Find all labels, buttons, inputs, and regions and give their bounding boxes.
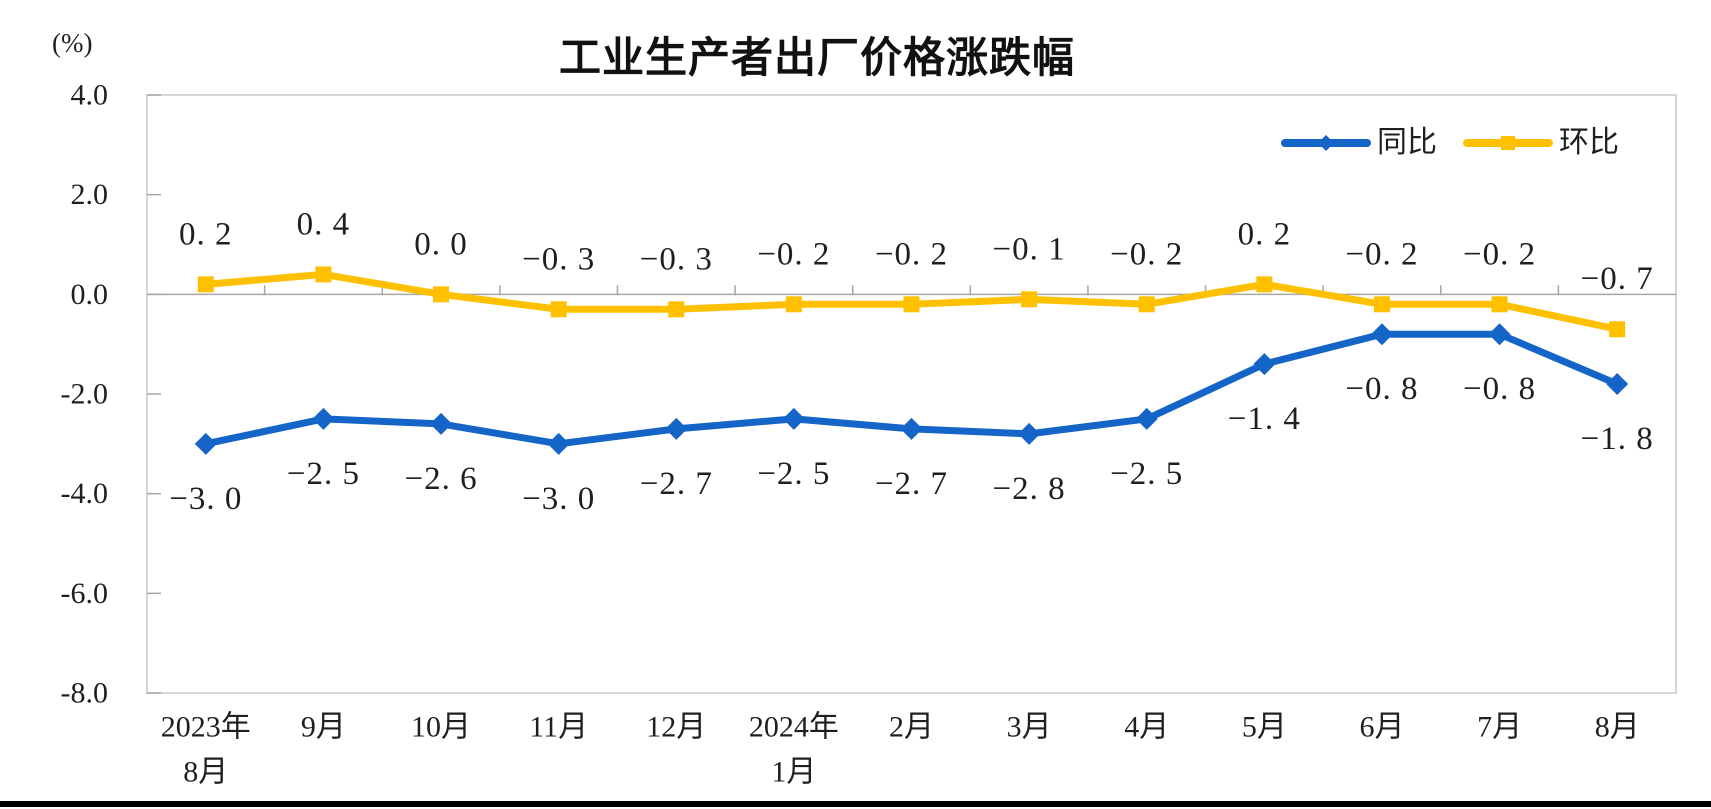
data-marker-1	[1373, 296, 1390, 313]
bottom-border-bar	[0, 801, 1711, 807]
data-label: −0. 2	[875, 236, 948, 272]
data-label: −0. 7	[1581, 261, 1654, 297]
data-label: −1. 4	[1228, 401, 1301, 437]
data-label: −0. 2	[1463, 236, 1536, 272]
yoy-line-marker-icon	[1281, 126, 1371, 160]
data-marker-0	[782, 407, 805, 430]
y-axis-tick-label: 0.0	[71, 278, 109, 311]
x-axis-label: 1月	[771, 756, 816, 789]
x-axis-label: 9月	[301, 711, 346, 744]
x-axis-label: 2月	[889, 711, 934, 744]
x-axis-label: 8月	[1595, 711, 1640, 744]
data-label: 0. 0	[414, 226, 468, 262]
data-label: −2. 7	[640, 466, 713, 502]
data-marker-0	[1488, 323, 1511, 346]
data-marker-0	[312, 407, 335, 430]
data-label: −2. 6	[404, 461, 477, 497]
data-label: −2. 5	[757, 456, 830, 492]
data-label: −0. 3	[522, 241, 595, 277]
chart-title: 工业生产者出厂价格涨跌幅	[558, 33, 1075, 82]
x-axis-label: 12月	[646, 711, 706, 744]
data-marker-1	[1021, 291, 1038, 308]
data-label: −0. 2	[757, 236, 830, 272]
data-label: −0. 2	[1110, 236, 1183, 272]
legend-label-yoy: 同比	[1377, 126, 1437, 159]
data-marker-1	[903, 296, 920, 313]
y-axis-tick-label: -2.0	[61, 378, 109, 411]
data-marker-0	[900, 417, 923, 440]
data-label: −0. 8	[1345, 371, 1418, 407]
x-axis-label: 3月	[1007, 711, 1052, 744]
data-marker-0	[1253, 353, 1276, 376]
legend-item-mom: 环比	[1463, 126, 1619, 160]
data-label: −1. 8	[1581, 421, 1654, 457]
x-axis-label: 6月	[1359, 711, 1404, 744]
y-axis-unit-label: (%)	[52, 28, 93, 58]
x-axis-label: 10月	[411, 711, 471, 744]
plot-frame	[146, 94, 1677, 694]
data-label: −2. 5	[287, 456, 360, 492]
data-label: 0. 2	[1238, 216, 1292, 252]
x-axis-label: 5月	[1242, 711, 1287, 744]
mom-line-marker-icon	[1463, 126, 1553, 160]
x-axis-label: 2024年	[749, 711, 839, 744]
legend-item-yoy: 同比	[1281, 126, 1437, 160]
data-label: −2. 7	[875, 466, 948, 502]
x-axis-label: 11月	[529, 711, 588, 744]
x-axis-label: 7月	[1477, 711, 1522, 744]
data-marker-0	[430, 412, 453, 435]
data-marker-1	[550, 301, 567, 318]
data-marker-1	[668, 301, 685, 318]
data-label: −2. 8	[993, 471, 1066, 507]
y-axis-tick-label: -6.0	[61, 577, 109, 610]
data-marker-1	[433, 286, 450, 303]
data-label: −3. 0	[169, 481, 242, 517]
data-marker-1	[197, 276, 214, 293]
data-label: −0. 1	[993, 231, 1066, 267]
data-marker-1	[785, 296, 802, 313]
data-label: −0. 8	[1463, 371, 1536, 407]
data-marker-0	[1135, 407, 1158, 430]
x-axis-label: 2023年	[161, 711, 251, 744]
y-axis-tick-label: -8.0	[61, 677, 109, 710]
data-label: −2. 5	[1110, 456, 1183, 492]
data-label: −0. 3	[640, 241, 713, 277]
x-axis-label: 4月	[1124, 711, 1169, 744]
data-label: 0. 4	[297, 206, 351, 242]
y-axis-tick-label: -4.0	[61, 477, 109, 510]
data-marker-0	[1370, 323, 1393, 346]
data-label: 0. 2	[179, 216, 233, 252]
legend-label-mom: 环比	[1559, 126, 1619, 159]
data-marker-0	[1018, 422, 1041, 445]
data-marker-0	[194, 432, 217, 455]
data-marker-1	[1138, 296, 1155, 313]
data-marker-0	[1606, 373, 1629, 396]
y-axis-tick-label: 4.0	[71, 79, 109, 112]
data-marker-0	[547, 432, 570, 455]
data-marker-0	[665, 417, 688, 440]
data-marker-1	[1491, 296, 1508, 313]
legend: 同比 环比	[1281, 126, 1619, 160]
data-marker-1	[1256, 276, 1273, 293]
data-label: −0. 2	[1345, 236, 1418, 272]
data-marker-1	[1609, 321, 1626, 338]
y-axis-tick-label: 2.0	[71, 178, 109, 211]
data-marker-1	[315, 266, 332, 283]
x-axis-label: 8月	[183, 756, 228, 789]
data-label: −3. 0	[522, 481, 595, 517]
